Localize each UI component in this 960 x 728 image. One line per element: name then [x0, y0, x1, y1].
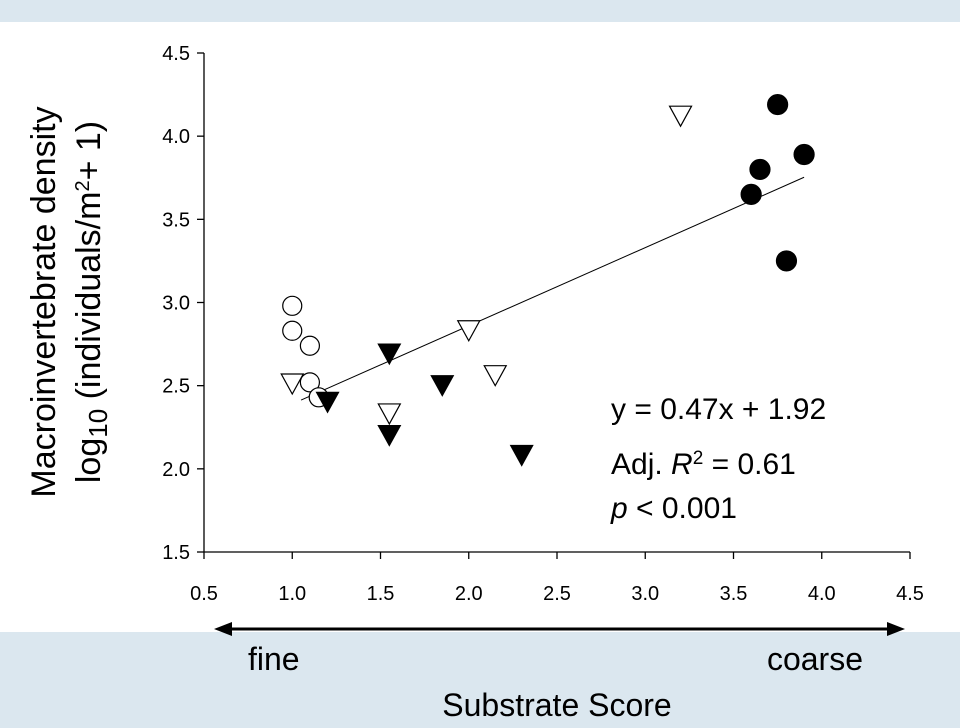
y-axis-title: Macroinvertebrate density log10 (individ…: [25, 106, 113, 497]
open-circle-point: [299, 372, 320, 393]
adjusted-r-squared: Adj. R2 = 0.61: [611, 448, 796, 482]
p-value: p < 0.001: [610, 492, 737, 525]
open-circle-point: [282, 295, 303, 316]
open-triangle-point: [280, 373, 305, 396]
filled-circle-point: [749, 158, 771, 181]
x-tick-label: 3.5: [720, 583, 748, 605]
plot-panel: [0, 22, 960, 632]
y-tick-label: 3.0: [162, 293, 190, 315]
data-points: [280, 93, 815, 467]
y-axis-ticks: 1.5 2.0 2.5 3.0 3.5 4.0 4.5: [162, 43, 204, 564]
y-axis-title-line1: Macroinvertebrate density: [25, 106, 63, 497]
open-circle-point: [299, 335, 320, 356]
open-triangle-point: [377, 403, 402, 426]
filled-triangle-point: [377, 343, 402, 366]
arrow-left-head: [214, 622, 232, 636]
bottom-background-band: [0, 632, 960, 728]
x-tick-label: 4.5: [896, 583, 924, 605]
y-tick-label: 1.5: [162, 542, 190, 564]
x-tick-label: 1.0: [278, 583, 306, 605]
filled-triangle-point: [509, 444, 534, 467]
substrate-arrow: [214, 622, 905, 636]
y-tick-label: 3.5: [162, 209, 190, 231]
filled-circle-point: [775, 250, 798, 272]
filled-circle-point: [740, 183, 762, 205]
coarse-label: coarse: [767, 641, 863, 677]
filled-triangle-point: [377, 424, 402, 447]
x-tick-label: 3.0: [631, 583, 659, 605]
filled-triangle-point: [430, 375, 455, 397]
open-triangle-point: [483, 365, 508, 387]
filled-circle-point: [793, 143, 815, 166]
y-axis-title-line2: log10 (individuals/m2+ 1): [70, 121, 113, 483]
y-tick-label: 2.0: [162, 459, 190, 481]
x-tick-label: 2.5: [543, 583, 571, 605]
arrow-right-head: [887, 622, 905, 636]
top-background-strip: [0, 0, 960, 22]
open-triangle-point: [668, 105, 693, 128]
regression-equation: y = 0.47x + 1.92: [611, 393, 826, 426]
filled-circle-point: [767, 93, 789, 116]
y-tick-label: 2.5: [162, 376, 190, 398]
x-axis-title: Substrate Score: [442, 687, 671, 723]
x-tick-label: 4.0: [808, 583, 836, 605]
open-circle-point: [282, 320, 303, 341]
filled-triangle-point: [315, 391, 340, 414]
fine-label: fine: [248, 641, 300, 677]
x-tick-label: 0.5: [190, 583, 218, 605]
regression-line: [300, 176, 805, 401]
y-tick-label: 4.0: [162, 126, 190, 148]
x-tick-label: 1.5: [367, 583, 395, 605]
y-tick-label: 4.5: [162, 43, 190, 65]
x-tick-label: 2.0: [455, 583, 483, 605]
x-axis-ticks: 0.5 1.0 1.5 2.0 2.5 3.0 3.5 4.0 4.5: [190, 552, 924, 605]
open-triangle-point: [456, 320, 481, 343]
